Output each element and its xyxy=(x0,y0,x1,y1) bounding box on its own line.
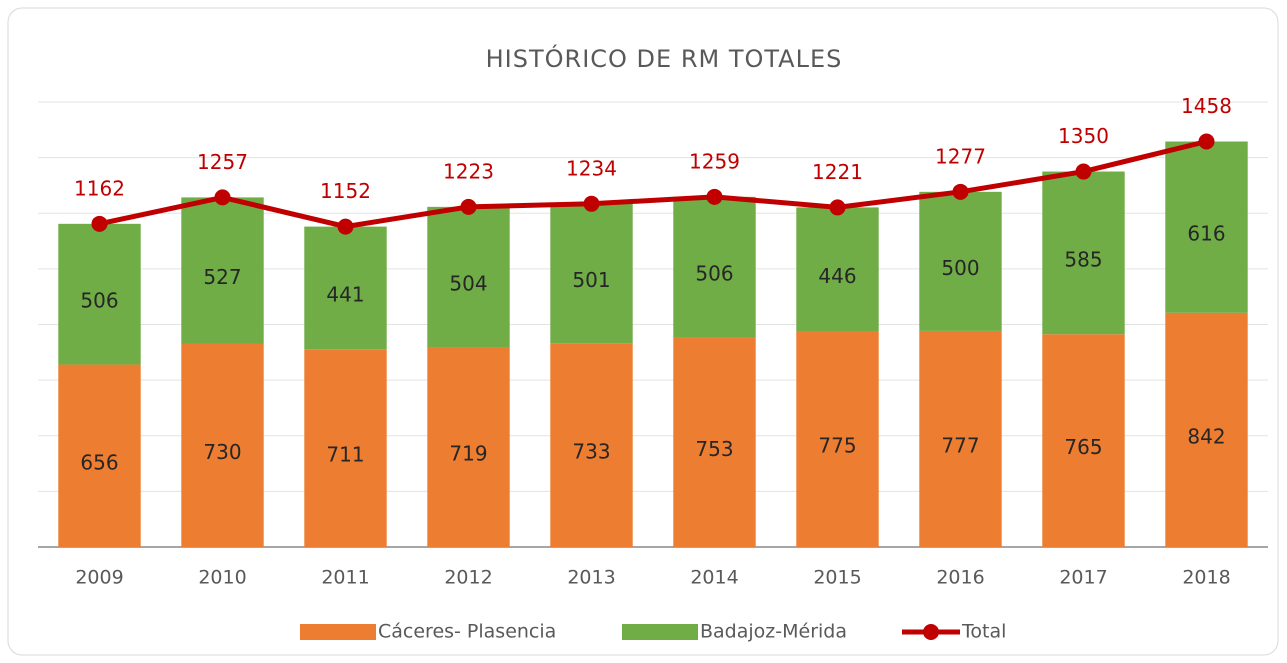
data-label: 527 xyxy=(203,265,241,289)
bar-segment xyxy=(427,206,510,348)
data-label: 775 xyxy=(818,434,856,458)
data-label: 1277 xyxy=(935,144,986,168)
bar-segment xyxy=(919,330,1002,547)
x-tick-label: 2013 xyxy=(567,567,615,589)
x-tick-label: 2011 xyxy=(321,567,369,589)
data-label: 733 xyxy=(572,440,610,464)
bar-segment xyxy=(1042,171,1125,335)
data-label: 1259 xyxy=(689,149,740,173)
line-marker xyxy=(1075,163,1092,180)
data-label: 500 xyxy=(941,256,979,280)
x-tick-label: 2016 xyxy=(936,567,984,589)
bar-segment xyxy=(673,196,756,338)
data-label: 506 xyxy=(695,262,733,286)
line-marker xyxy=(337,218,354,235)
data-label: 1223 xyxy=(443,159,494,183)
legend-label: Badajoz-Mérida xyxy=(700,621,847,643)
bar-segment xyxy=(58,364,141,547)
bar-segment xyxy=(58,223,141,365)
data-label: 501 xyxy=(572,268,610,292)
data-label: 1350 xyxy=(1058,124,1109,148)
data-label: 1234 xyxy=(566,156,617,180)
data-label: 616 xyxy=(1187,222,1225,246)
chart-title: HISTÓRICO DE RM TOTALES xyxy=(486,43,843,73)
data-label: 446 xyxy=(818,264,856,288)
x-tick-label: 2010 xyxy=(198,567,246,589)
line-marker xyxy=(460,198,477,215)
data-label: 777 xyxy=(941,433,979,457)
line-marker xyxy=(91,215,108,232)
line-marker xyxy=(952,183,969,200)
line-marker xyxy=(583,195,600,212)
line-marker xyxy=(1198,133,1215,150)
total-line xyxy=(98,139,1208,230)
bar-segment xyxy=(304,349,387,547)
legend-swatch xyxy=(300,624,376,640)
data-label: 765 xyxy=(1064,435,1102,459)
x-tick-label: 2012 xyxy=(444,567,492,589)
x-tick-label: 2014 xyxy=(690,567,738,589)
bar-segment xyxy=(427,347,510,547)
data-label: 656 xyxy=(80,450,118,474)
legend-label: Total xyxy=(961,621,1006,643)
data-label: 1162 xyxy=(74,176,125,200)
data-label: 441 xyxy=(326,282,364,306)
legend-marker xyxy=(923,624,939,640)
bar-segment xyxy=(919,191,1002,331)
data-label: 753 xyxy=(695,437,733,461)
bar-segment xyxy=(181,197,264,344)
bar-segment xyxy=(1042,334,1125,547)
bar-segment xyxy=(796,331,879,547)
x-tick-label: 2015 xyxy=(813,567,861,589)
legend-label: Cáceres- Plasencia xyxy=(378,621,556,643)
data-label: 585 xyxy=(1064,247,1102,271)
bar-segment xyxy=(304,226,387,350)
data-label: 711 xyxy=(326,443,364,467)
bar-segment xyxy=(550,343,633,547)
data-label: 1221 xyxy=(812,160,863,184)
x-tick-label: 2009 xyxy=(75,567,123,589)
data-label: 1152 xyxy=(320,179,371,203)
line-marker xyxy=(829,199,846,216)
x-tick-label: 2018 xyxy=(1182,567,1230,589)
data-label: 730 xyxy=(203,440,241,464)
bar-segment xyxy=(796,207,879,332)
data-label: 1257 xyxy=(197,150,248,174)
data-label: 719 xyxy=(449,442,487,466)
x-tick-label: 2017 xyxy=(1059,567,1107,589)
bar-segment xyxy=(673,337,756,547)
data-label: 504 xyxy=(449,271,487,295)
data-label: 1458 xyxy=(1181,94,1232,118)
data-label: 842 xyxy=(1187,424,1225,448)
bar-segment xyxy=(550,203,633,344)
legend-swatch xyxy=(622,624,698,640)
bar-segment xyxy=(1165,312,1248,547)
data-label: 506 xyxy=(80,289,118,313)
bar-segment xyxy=(181,343,264,547)
line-marker xyxy=(214,189,231,206)
line-marker xyxy=(706,188,723,205)
bar-segment xyxy=(1165,141,1248,313)
